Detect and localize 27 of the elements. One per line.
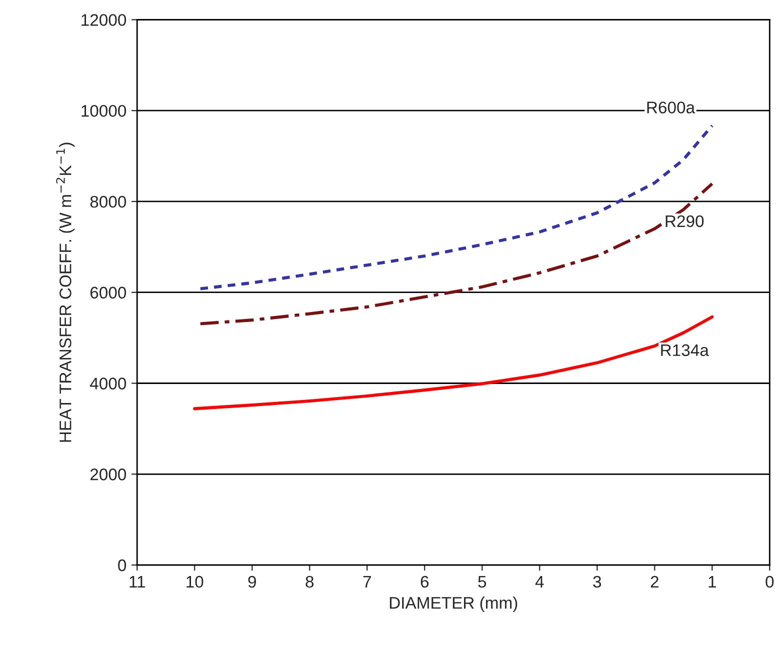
y-tick-label: 2000 (90, 468, 126, 480)
x-tick-label: 3 (593, 576, 602, 588)
x-tick-label: 4 (535, 576, 544, 588)
x-tick-label: 6 (420, 576, 429, 588)
line-series (198, 124, 714, 290)
x-tick-label: 0 (766, 576, 774, 588)
x-tick-label: 10 (186, 576, 204, 588)
x-tick-label: 1 (708, 576, 716, 588)
x-tick-label: 9 (248, 576, 256, 588)
series-label: R600a (647, 102, 696, 114)
y-tick-label: 12000 (82, 14, 126, 26)
x-tick-label: 7 (363, 576, 371, 588)
y-tick-label: 4000 (90, 378, 126, 390)
y-axis-title: HEAT TRANSFER COEFF. (W m$^{−2}$K$^{−1}$) (56, 142, 75, 442)
y-tick-label: 6000 (90, 286, 126, 299)
line-series (198, 182, 714, 326)
y-tick-label: 10000 (82, 104, 126, 117)
x-tick-label: 11 (130, 576, 145, 588)
line-series (193, 315, 714, 410)
x-tick-label: 5 (478, 576, 486, 588)
x-tick-label: 2 (650, 576, 658, 588)
y-tick-label: 0 (118, 559, 126, 572)
y-tick-label: 8000 (90, 196, 126, 208)
series-label: R290 (666, 215, 704, 228)
x-tick-label: 8 (306, 576, 314, 588)
x-axis-title: DIAMETER (mm) (390, 596, 518, 612)
series-label: R134a (661, 344, 709, 356)
